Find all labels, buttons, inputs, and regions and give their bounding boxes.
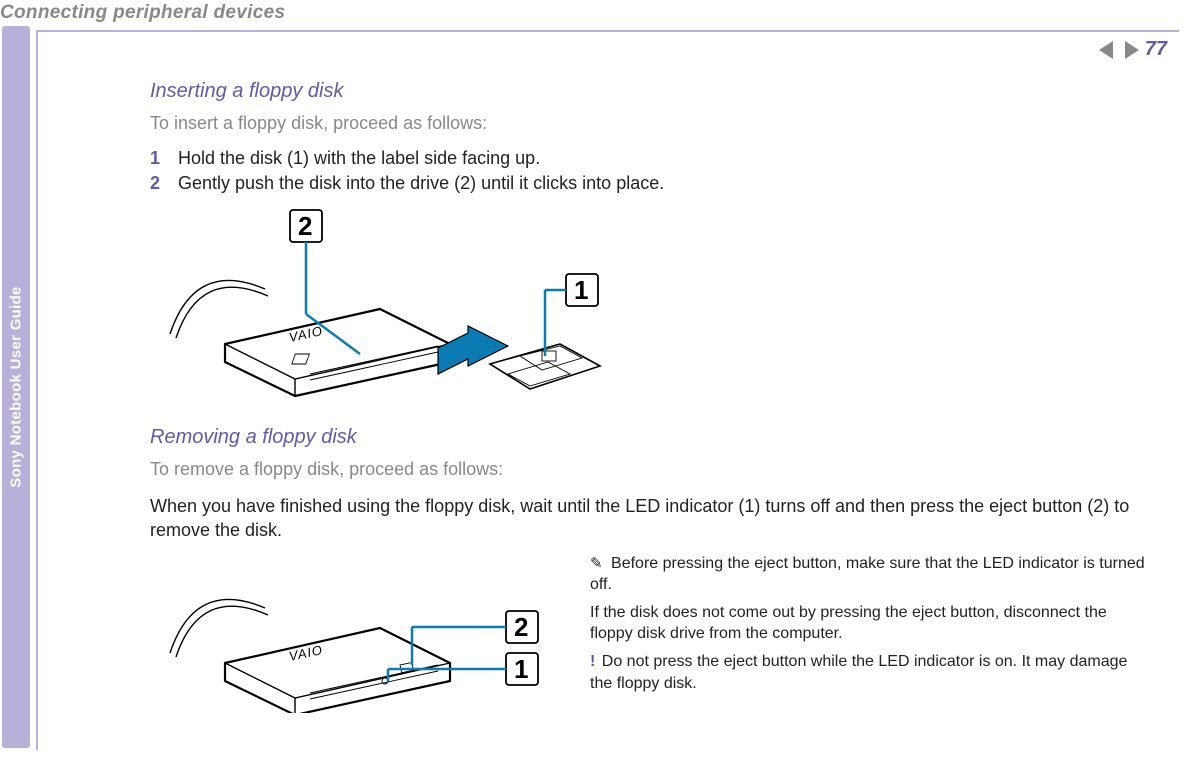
note-2-text: If the disk does not come out by pressin… [590, 602, 1150, 645]
notes-column: ✎ Before pressing the eject button, make… [590, 553, 1150, 701]
callout-2-label: 2 [298, 211, 312, 241]
callout-1-label: 1 [574, 275, 588, 305]
next-page-arrow-icon[interactable] [1125, 41, 1139, 59]
callout-1-label: 1 [514, 654, 528, 684]
cable-icon [176, 287, 268, 338]
list-item: 2 Gently push the disk into the drive (2… [150, 173, 1160, 194]
remove-lower-row: VAIO 2 1 ✎ Before pressing the eject but… [150, 553, 1160, 713]
note-line: ✎ Before pressing the eject button, make… [590, 553, 1150, 596]
prev-page-arrow-icon[interactable] [1099, 41, 1113, 59]
content-area: Inserting a floppy disk To insert a flop… [150, 80, 1160, 713]
remove-body: When you have finished using the floppy … [150, 494, 1160, 543]
step-text: Hold the disk (1) with the label side fa… [178, 148, 540, 169]
page-nav: 77 [1099, 38, 1167, 61]
insert-heading: Inserting a floppy disk [150, 80, 1160, 103]
insert-intro: To insert a floppy disk, proceed as foll… [150, 113, 1160, 134]
warning-line: ! Do not press the eject button while th… [590, 651, 1150, 694]
cable-icon [176, 606, 268, 657]
insert-steps: 1 Hold the disk (1) with the label side … [150, 148, 1160, 194]
bang-icon: ! [590, 653, 595, 670]
insert-diagram: VAIO 2 1 [150, 204, 1160, 404]
list-item: 1 Hold the disk (1) with the label side … [150, 148, 1160, 169]
remove-intro: To remove a floppy disk, proceed as foll… [150, 459, 1160, 480]
warning-text: Do not press the eject button while the … [590, 653, 1127, 692]
chapter-title: Connecting peripheral devices [0, 2, 285, 24]
remove-heading: Removing a floppy disk [150, 426, 1160, 449]
page-number: 77 [1145, 38, 1167, 61]
insert-diagram-svg: VAIO 2 1 [150, 204, 620, 404]
note-1-text: Before pressing the eject button, make s… [590, 555, 1145, 594]
sidebar-label: Sony Notebook User Guide [8, 286, 25, 487]
callout-2-label: 2 [514, 612, 528, 642]
sidebar: Sony Notebook User Guide [2, 26, 30, 748]
remove-diagram-svg: VAIO 2 1 [150, 553, 560, 713]
pencil-icon: ✎ [590, 554, 603, 574]
drive-body-icon [225, 309, 450, 396]
step-text: Gently push the disk into the drive (2) … [178, 173, 664, 194]
step-number: 2 [150, 173, 178, 194]
step-number: 1 [150, 148, 178, 169]
